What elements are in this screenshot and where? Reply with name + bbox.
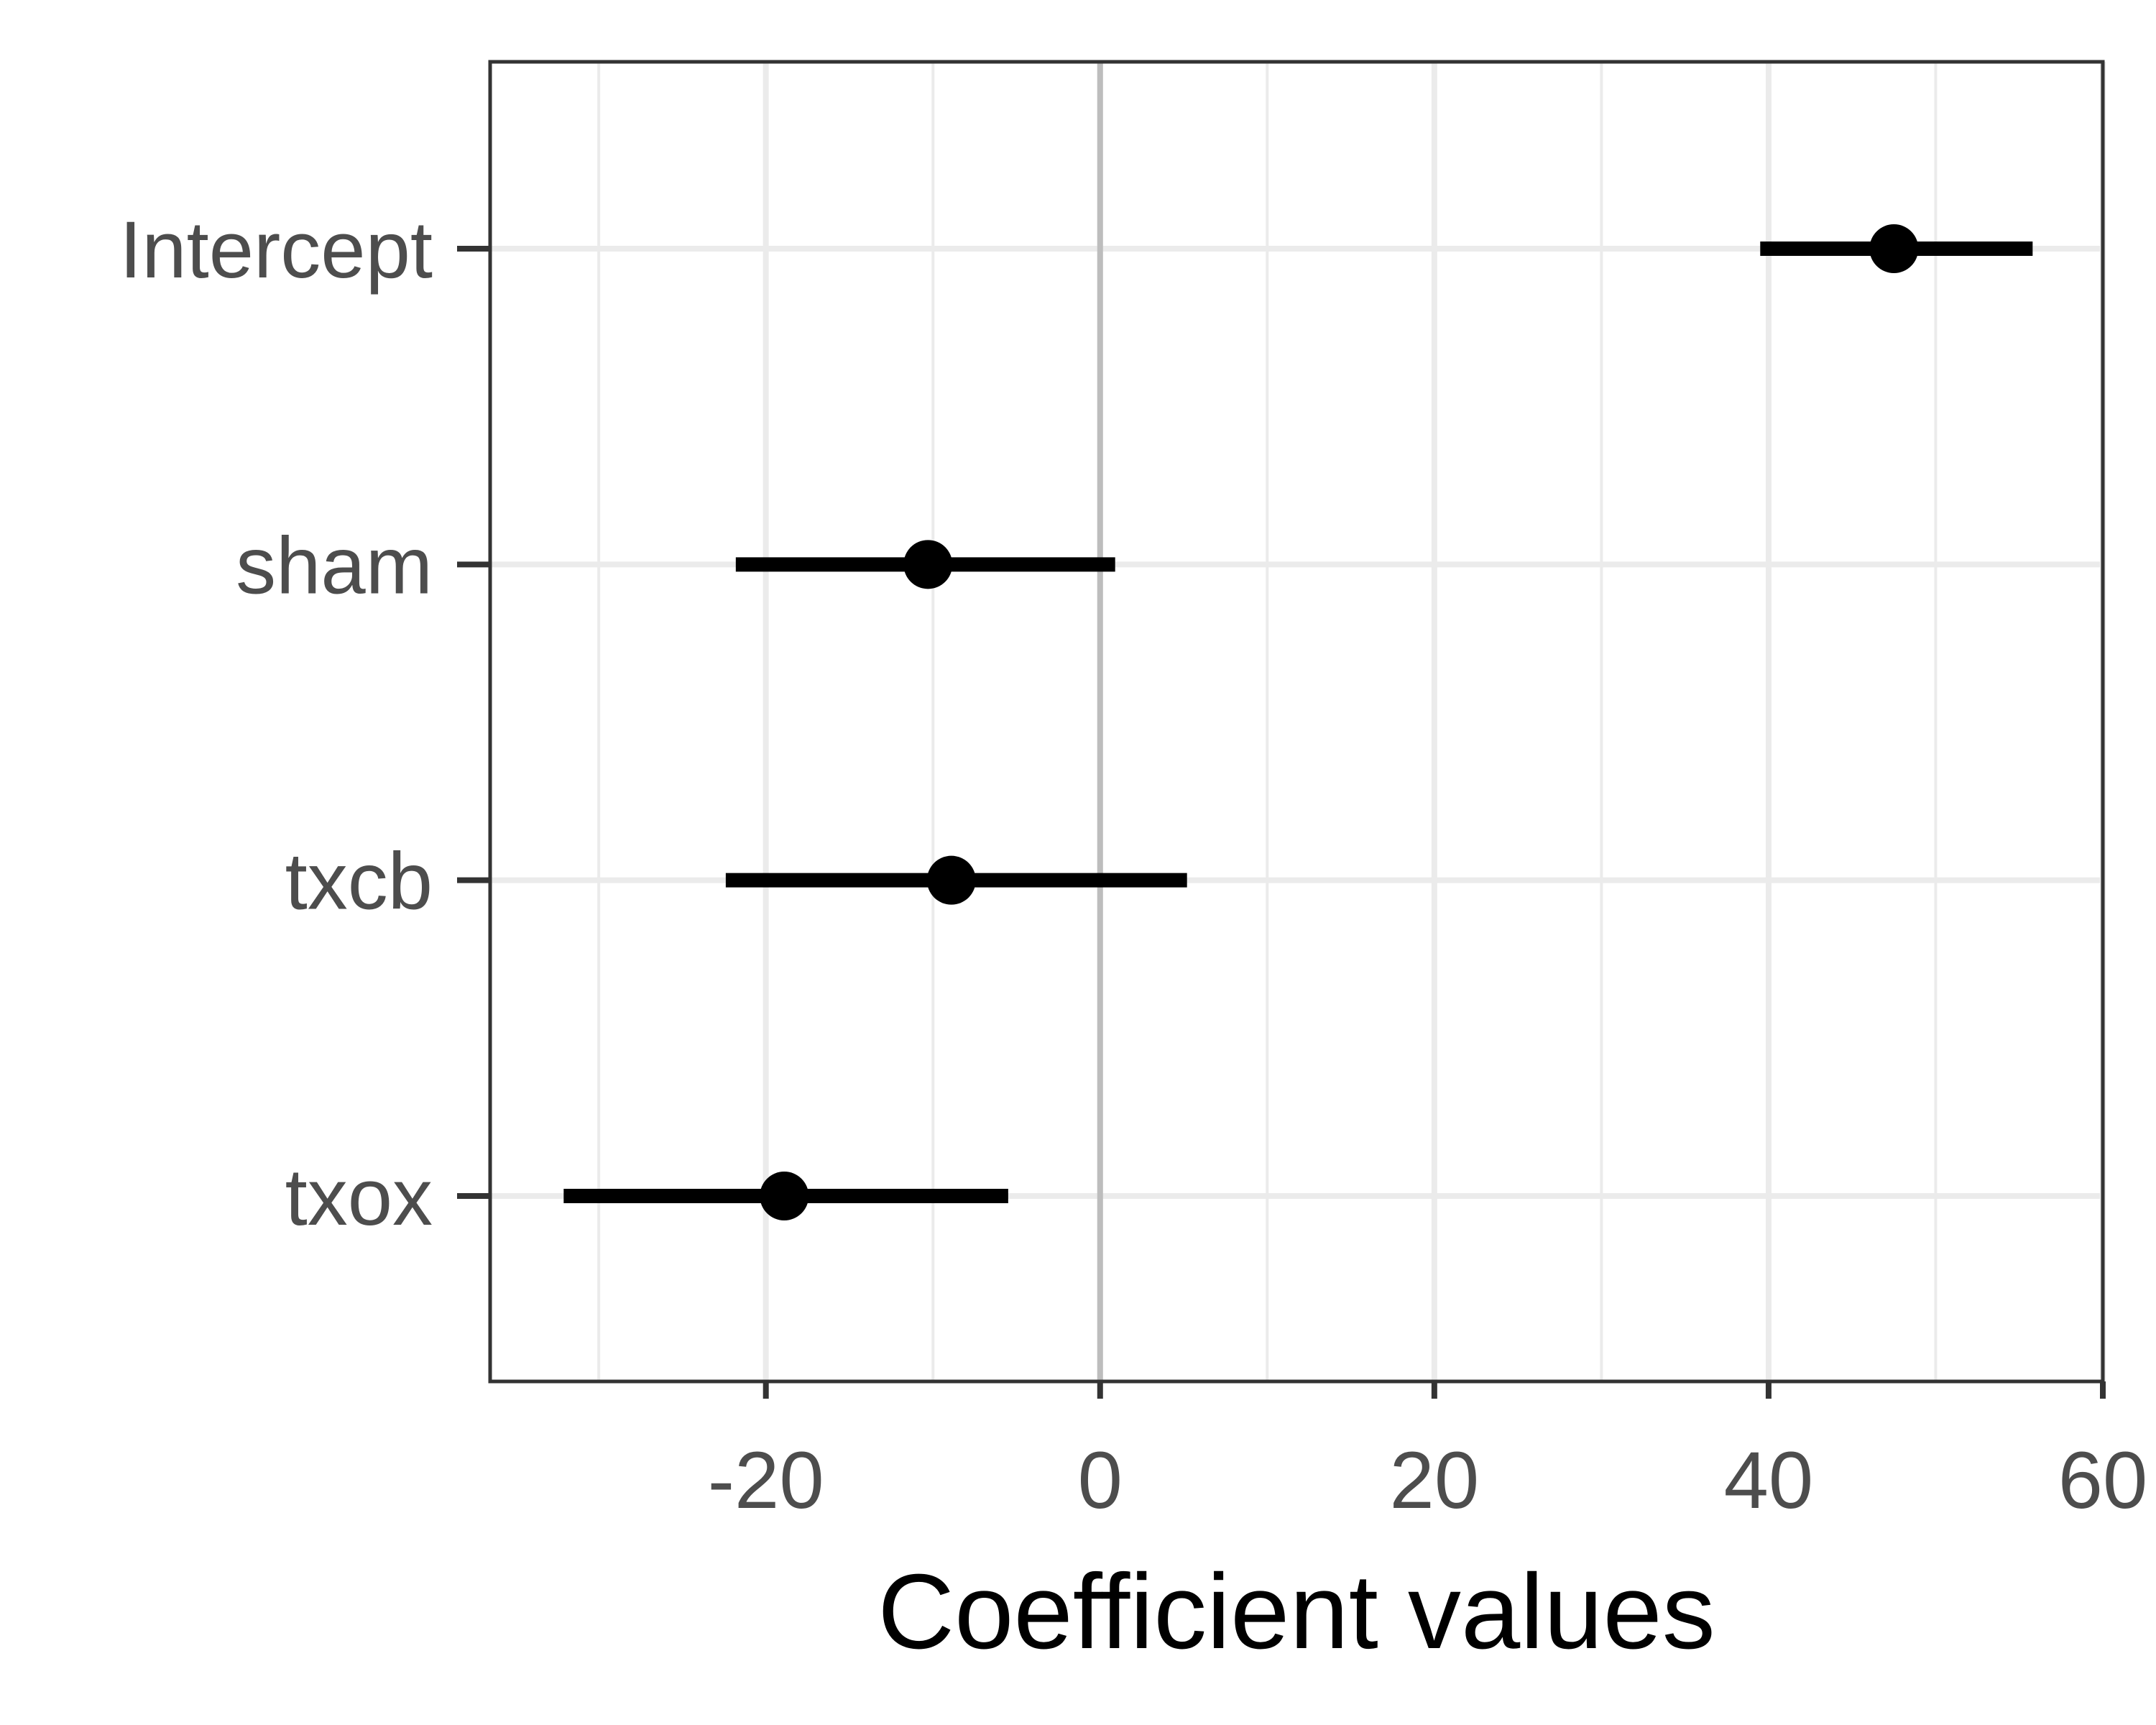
y-tick-label: sham xyxy=(236,520,433,610)
estimate-point-txcb xyxy=(926,855,976,905)
x-tick-label: 40 xyxy=(1724,1435,1814,1525)
marks-layer xyxy=(563,224,2033,1220)
y-tick-label: txcb xyxy=(285,837,433,926)
x-tick-label: 20 xyxy=(1390,1435,1480,1525)
estimate-point-sham xyxy=(903,540,953,589)
panel-border xyxy=(488,60,2105,1384)
x-tick-label: -20 xyxy=(708,1435,824,1525)
estimate-point-txox xyxy=(760,1171,809,1220)
grid-layer xyxy=(490,62,2106,1381)
x-tick-label: 60 xyxy=(2058,1435,2148,1525)
y-tick-label: Intercept xyxy=(119,205,433,295)
estimate-point-intercept xyxy=(1869,224,1919,273)
y-tick-label: txox xyxy=(285,1152,433,1242)
x-tick-label: 0 xyxy=(1078,1435,1123,1525)
x-axis-title: Coefficient values xyxy=(877,1552,1715,1671)
axis-layer: -20 0 20 40 60 Intercept sham txcb txox xyxy=(119,205,2147,1525)
